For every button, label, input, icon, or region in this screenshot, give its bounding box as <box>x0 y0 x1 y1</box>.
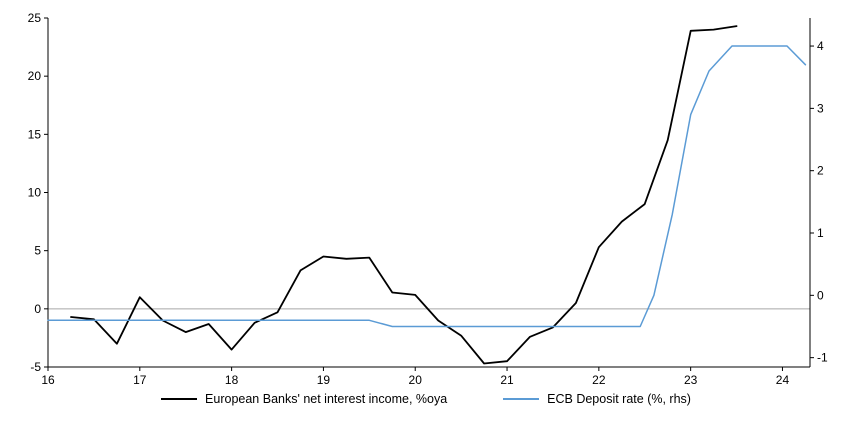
nii-line-sample <box>161 398 198 400</box>
legend-item-nii: European Banks' net interest income, %oy… <box>161 392 447 406</box>
svg-text:21: 21 <box>500 373 514 387</box>
svg-text:3: 3 <box>817 101 824 115</box>
svg-text:20: 20 <box>28 69 42 83</box>
svg-text:1: 1 <box>817 226 824 240</box>
svg-text:10: 10 <box>28 186 42 200</box>
svg-text:17: 17 <box>133 373 147 387</box>
svg-text:4: 4 <box>817 39 824 53</box>
legend-label-nii: European Banks' net interest income, %oy… <box>205 392 448 406</box>
legend-label-ecb: ECB Deposit rate (%, rhs) <box>547 392 691 406</box>
svg-text:20: 20 <box>409 373 423 387</box>
svg-text:0: 0 <box>817 288 824 302</box>
svg-text:15: 15 <box>28 127 42 141</box>
svg-text:22: 22 <box>592 373 606 387</box>
svg-text:23: 23 <box>684 373 698 387</box>
svg-text:0: 0 <box>34 302 41 316</box>
svg-text:19: 19 <box>317 373 331 387</box>
ecb-line-sample <box>503 398 540 400</box>
svg-text:5: 5 <box>34 244 41 258</box>
legend: European Banks' net interest income, %oy… <box>0 392 852 406</box>
svg-text:18: 18 <box>225 373 239 387</box>
svg-text:25: 25 <box>28 11 42 25</box>
svg-text:24: 24 <box>776 373 790 387</box>
svg-text:-1: -1 <box>817 351 828 365</box>
svg-text:16: 16 <box>41 373 55 387</box>
legend-item-ecb: ECB Deposit rate (%, rhs) <box>503 392 691 406</box>
svg-text:2: 2 <box>817 164 824 178</box>
svg-text:-5: -5 <box>30 360 41 374</box>
